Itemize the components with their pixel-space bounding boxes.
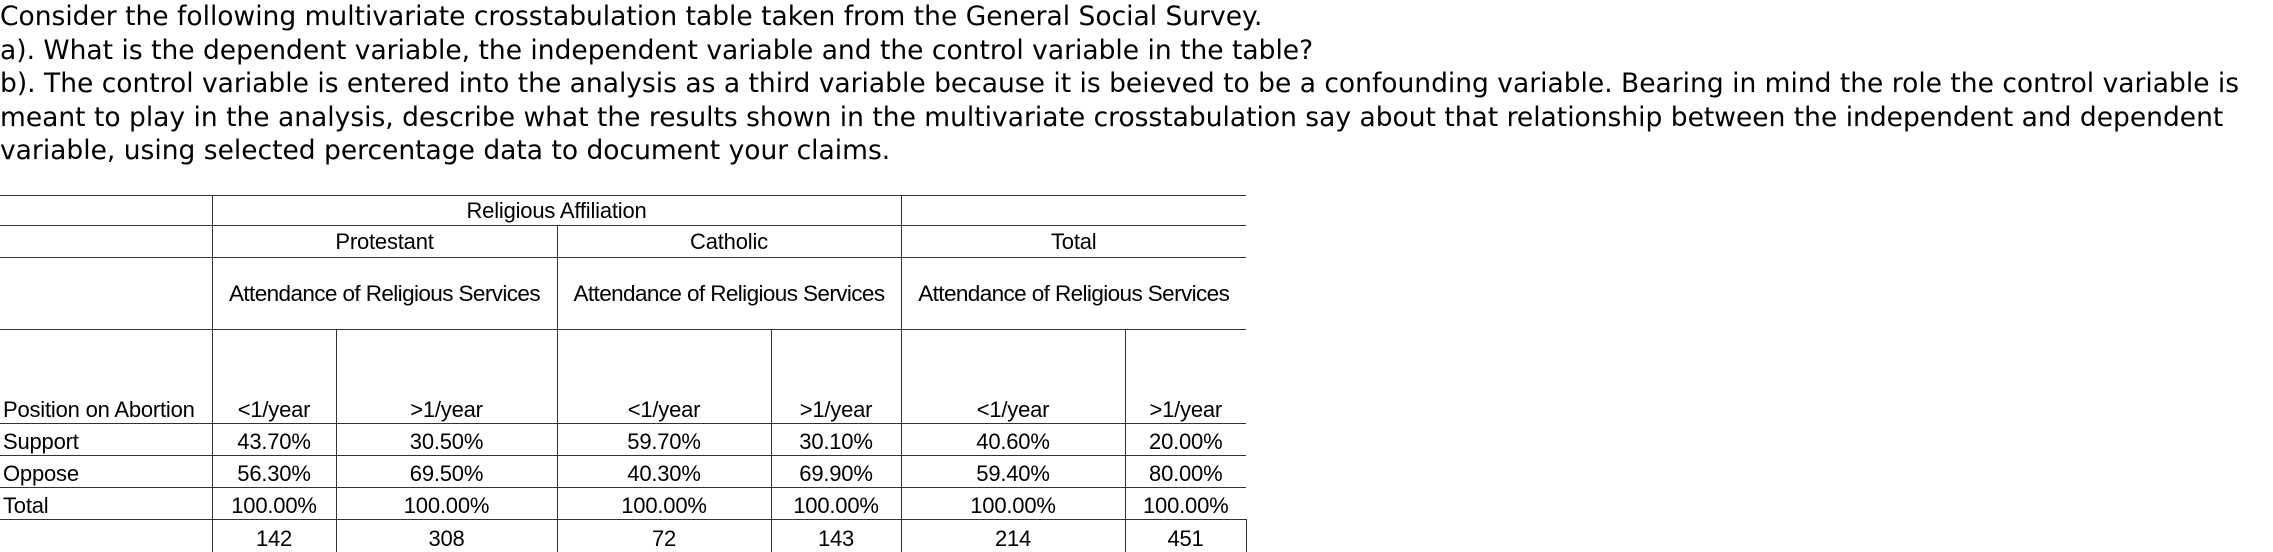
question-part-a: a). What is the dependent variable, the … bbox=[0, 34, 1314, 66]
table-cell: 59.40% bbox=[900, 455, 1126, 488]
column-header: >1/year bbox=[335, 329, 558, 424]
table-cell: 100.00% bbox=[900, 487, 1126, 520]
count-cell: 143 bbox=[770, 519, 902, 552]
table-cell: 100.00% bbox=[211, 487, 337, 520]
group-header-protestant: Protestant bbox=[211, 225, 558, 258]
empty-corner bbox=[0, 225, 213, 258]
column-header: >1/year bbox=[1124, 329, 1246, 424]
question-part-b: b). The control variable is entered into… bbox=[0, 68, 2240, 166]
table-cell: 40.30% bbox=[556, 455, 772, 488]
row-label-support: Support bbox=[0, 423, 213, 456]
question-text: Consider the following multivariate cros… bbox=[0, 0, 2273, 168]
table-cell: 59.70% bbox=[556, 423, 772, 456]
header-row-groups: Protestant Catholic Total bbox=[0, 225, 1246, 258]
column-header-row: Position on Abortion <1/year >1/year <1/… bbox=[0, 329, 1246, 424]
table-cell: 100.00% bbox=[1124, 487, 1246, 520]
table-cell: 30.10% bbox=[770, 423, 902, 456]
row-header-position-on-abortion: Position on Abortion bbox=[0, 329, 213, 424]
attendance-header-protestant: Attendance of Religious Services bbox=[211, 257, 558, 330]
group-header-catholic: Catholic bbox=[556, 225, 902, 258]
column-header: <1/year bbox=[900, 329, 1126, 424]
table-cell: 30.50% bbox=[335, 423, 558, 456]
crosstab-table: Religious Affiliation Protestant Catholi… bbox=[0, 195, 1247, 552]
table-cell: 80.00% bbox=[1124, 455, 1246, 488]
row-label-total: Total bbox=[0, 487, 213, 520]
table-cell: 69.90% bbox=[770, 455, 902, 488]
count-cell: 142 bbox=[211, 519, 337, 552]
count-cell: 72 bbox=[556, 519, 772, 552]
table-row-oppose: Oppose 56.30% 69.50% 40.30% 69.90% 59.40… bbox=[0, 455, 1246, 488]
empty-corner bbox=[0, 257, 213, 330]
attendance-header-catholic: Attendance of Religious Services bbox=[556, 257, 902, 330]
attendance-header-total: Attendance of Religious Services bbox=[900, 257, 1246, 330]
count-cell: 451 bbox=[1124, 519, 1247, 552]
table-cell: 100.00% bbox=[335, 487, 558, 520]
table-row-support: Support 43.70% 30.50% 59.70% 30.10% 40.6… bbox=[0, 423, 1246, 456]
header-row-attendance: Attendance of Religious Services Attenda… bbox=[0, 257, 1246, 330]
table-cell: 100.00% bbox=[556, 487, 772, 520]
header-row-affiliation: Religious Affiliation bbox=[0, 195, 1246, 226]
question-intro: Consider the following multivariate cros… bbox=[0, 1, 1263, 32]
table-cell: 100.00% bbox=[770, 487, 902, 520]
table-row-total: Total 100.00% 100.00% 100.00% 100.00% 10… bbox=[0, 487, 1246, 520]
table-cell: 40.60% bbox=[900, 423, 1126, 456]
count-cell: 214 bbox=[900, 519, 1126, 552]
group-header-total: Total bbox=[900, 225, 1246, 258]
table-cell: 69.50% bbox=[335, 455, 558, 488]
empty-count-label bbox=[0, 519, 213, 552]
table-cell: 43.70% bbox=[211, 423, 337, 456]
column-header: <1/year bbox=[211, 329, 337, 424]
empty-header-cell bbox=[900, 195, 1246, 226]
table-row-counts: 142 308 72 143 214 451 bbox=[0, 519, 1247, 552]
empty-corner bbox=[0, 195, 213, 226]
row-label-oppose: Oppose bbox=[0, 455, 213, 488]
count-cell: 308 bbox=[335, 519, 558, 552]
column-header: <1/year bbox=[556, 329, 772, 424]
religious-affiliation-header: Religious Affiliation bbox=[211, 195, 902, 226]
column-header: >1/year bbox=[770, 329, 902, 424]
table-cell: 20.00% bbox=[1124, 423, 1246, 456]
table-cell: 56.30% bbox=[211, 455, 337, 488]
